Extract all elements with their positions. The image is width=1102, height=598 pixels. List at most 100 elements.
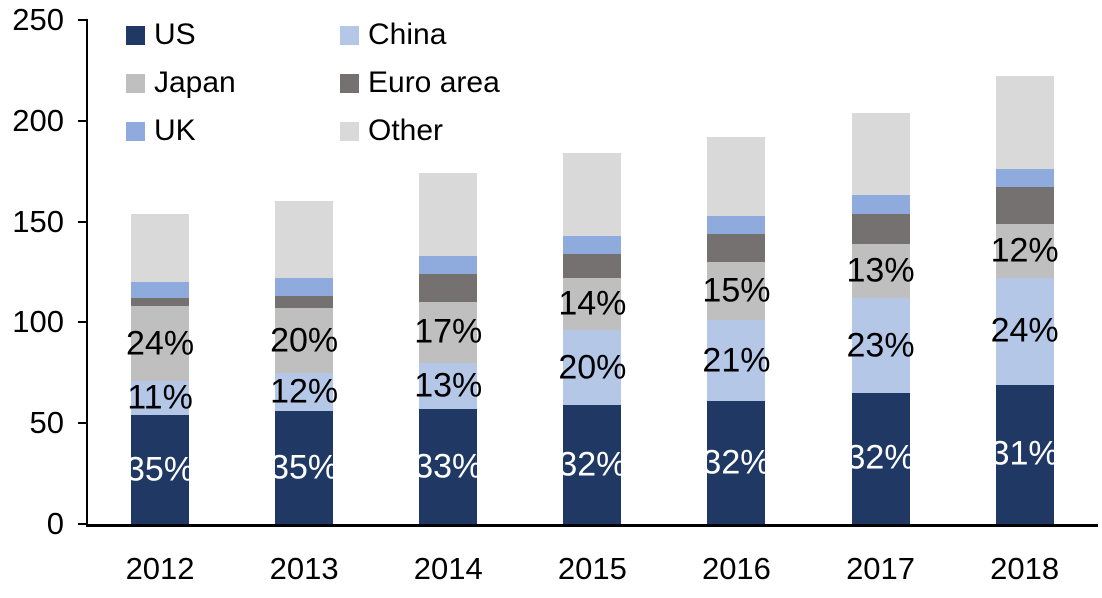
x-axis-label-2016: 2016 (701, 551, 771, 586)
bar-segment-china-2016 (707, 320, 766, 401)
bar-segment-uk-2017 (851, 195, 910, 214)
bar-segment-euro-area-2018 (995, 187, 1054, 224)
legend-item-japan: Japan (126, 68, 340, 98)
bar-segment-other-2016 (707, 136, 766, 216)
bar-segment-china-2015 (563, 330, 622, 406)
x-axis-label-2018: 2018 (990, 551, 1060, 586)
y-axis-tick-label-100: 100 (12, 304, 64, 340)
segment-value-label-japan-2017: 13% (846, 251, 915, 290)
y-axis-tick-mark-0 (78, 523, 88, 525)
bar-segment-us-2012 (131, 415, 190, 524)
legend-swatch-japan (126, 73, 145, 93)
segment-value-label-japan-2014: 17% (414, 312, 483, 351)
bar-segment-euro-area-2015 (563, 253, 622, 279)
y-axis-tick-mark-200 (78, 119, 88, 122)
bar-segment-other-2014 (419, 173, 478, 256)
bar-segment-china-2017 (851, 298, 910, 393)
bar-segment-other-2018 (995, 76, 1054, 170)
segment-value-label-japan-2015: 14% (558, 284, 627, 323)
x-axis-label-2012: 2012 (125, 551, 195, 586)
y-axis-tick-mark-150 (78, 220, 88, 223)
segment-value-label-china-2014: 13% (414, 366, 483, 405)
bar-segment-other-2015 (563, 153, 622, 236)
bar-segment-uk-2016 (707, 215, 766, 234)
x-axis-label-2013: 2013 (269, 551, 339, 586)
bar-segment-japan-2012 (131, 306, 190, 381)
segment-value-label-us-2016: 32% (702, 442, 771, 481)
segment-value-label-us-2012: 35% (126, 449, 195, 488)
legend: US China Japan Euro area UK Other (126, 20, 500, 146)
segment-value-label-china-2017: 23% (846, 325, 915, 364)
legend-item-china: China (340, 20, 500, 50)
segment-value-label-china-2012: 11% (127, 378, 193, 417)
segment-value-label-us-2018: 31% (990, 434, 1059, 473)
legend-swatch-us (126, 25, 145, 45)
bar-segment-other-2017 (851, 112, 910, 196)
legend-swatch-uk (126, 121, 145, 141)
legend-item-uk: UK (126, 116, 340, 146)
bar-segment-uk-2014 (419, 255, 478, 274)
y-axis-tick-mark-100 (78, 321, 88, 324)
bar-segment-china-2014 (419, 362, 478, 410)
bar-segment-japan-2016 (707, 261, 766, 321)
legend-label-euro-area: Euro area (368, 66, 500, 99)
segment-value-label-japan-2016: 15% (702, 271, 771, 310)
bar-segment-japan-2013 (275, 308, 334, 373)
bar-segment-china-2018 (995, 278, 1054, 385)
bar-segment-china-2013 (275, 372, 334, 412)
bar-segment-japan-2015 (563, 278, 622, 331)
y-axis-tick-label-50: 50 (29, 405, 64, 441)
legend-label-japan: Japan (154, 66, 236, 99)
y-axis-tick-label-200: 200 (12, 102, 64, 138)
bar-segment-uk-2013 (275, 278, 334, 297)
y-axis-tick-label-150: 150 (12, 203, 64, 239)
segment-value-label-us-2014: 33% (414, 446, 483, 485)
bar-segment-uk-2015 (563, 235, 622, 254)
x-axis-label-2015: 2015 (557, 551, 627, 586)
bar-segment-us-2015 (563, 405, 622, 524)
legend-swatch-euro-area (340, 73, 359, 93)
segment-value-label-japan-2013: 20% (270, 320, 339, 359)
bar-segment-other-2013 (275, 201, 334, 279)
segment-value-label-china-2018: 24% (990, 311, 1059, 350)
y-axis-tick-mark-50 (78, 422, 88, 425)
bar-segment-us-2013 (275, 411, 334, 524)
bar-segment-uk-2012 (131, 282, 190, 299)
bar-segment-euro-area-2017 (851, 213, 910, 244)
bar-segment-euro-area-2012 (131, 298, 190, 307)
bar-segment-japan-2017 (851, 243, 910, 299)
bar-segment-uk-2018 (995, 169, 1054, 188)
x-axis-line (86, 524, 1098, 527)
y-axis-line (86, 20, 88, 526)
segment-value-label-us-2013: 35% (270, 447, 339, 486)
x-axis-label-2014: 2014 (413, 551, 483, 586)
legend-label-china: China (368, 18, 447, 51)
y-axis-tick-label-0: 0 (46, 506, 64, 541)
segment-value-label-us-2015: 32% (558, 444, 627, 483)
segment-value-label-china-2015: 20% (558, 348, 627, 387)
segment-value-label-japan-2012: 24% (126, 323, 195, 362)
legend-label-uk: UK (154, 114, 196, 147)
legend-item-other: Other (340, 116, 500, 146)
bar-segment-us-2014 (419, 409, 478, 524)
legend-swatch-other (340, 121, 359, 141)
bar-segment-us-2017 (851, 392, 910, 524)
legend-label-other: Other (368, 114, 444, 147)
x-axis-label-2017: 2017 (846, 551, 916, 586)
legend-swatch-china (340, 25, 359, 45)
y-axis-tick-label-250: 250 (12, 2, 64, 37)
legend-item-euro-area: Euro area (340, 68, 500, 98)
segment-value-label-japan-2018: 12% (990, 231, 1059, 270)
legend-item-us: US (126, 20, 340, 50)
segment-value-label-china-2013: 12% (270, 372, 339, 411)
bar-segment-us-2016 (707, 401, 766, 524)
segment-value-label-china-2016: 21% (702, 341, 771, 380)
bar-segment-japan-2014 (419, 302, 478, 363)
y-axis-tick-mark-250 (78, 19, 88, 21)
bar-segment-euro-area-2014 (419, 274, 478, 303)
bar-segment-euro-area-2016 (707, 233, 766, 262)
legend-label-us: US (154, 18, 196, 51)
bar-segment-us-2018 (995, 384, 1054, 524)
bar-segment-euro-area-2013 (275, 296, 334, 309)
